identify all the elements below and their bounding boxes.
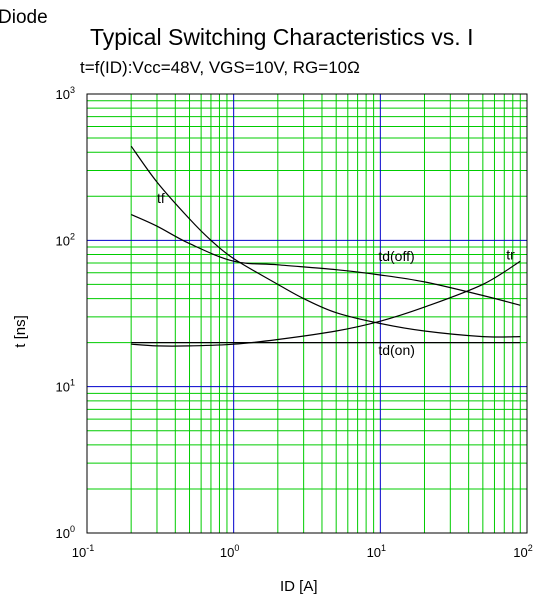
y-tick-label: 102 [56, 231, 75, 248]
plot-frame [86, 93, 528, 534]
series-line-tf [130, 145, 521, 338]
y-tick-label: 101 [56, 378, 75, 395]
major-grid [87, 94, 527, 533]
series-line-tdoff [130, 214, 521, 306]
x-tick-label: 10-1 [72, 543, 94, 560]
series-line-tr [131, 260, 521, 347]
series-label-tdoff: td(off) [378, 248, 414, 264]
series-labels: tf td(off) tr td(on) [157, 190, 515, 358]
x-tick-label: 101 [367, 543, 386, 560]
minor-grid [87, 94, 527, 533]
chart-title: Typical Switching Characteristics vs. I [90, 24, 474, 50]
x-axis-label: ID [A] [280, 578, 318, 595]
series-label-tf: tf [157, 190, 165, 206]
curves [130, 145, 521, 347]
chart-subtitle: t=f(ID):Vcc=48V, VGS=10V, RG=10Ω [80, 58, 360, 77]
series-label-tr: tr [506, 246, 515, 262]
y-tick-label: 103 [56, 85, 75, 102]
tick-labels: 10-1 100 101 102 100 101 102 103 [56, 85, 533, 560]
title-fragment: Diode [0, 7, 48, 28]
y-tick-label: 100 [56, 524, 75, 541]
x-tick-label: 100 [220, 543, 239, 560]
series-label-tdon: td(on) [378, 342, 415, 358]
x-tick-label: 102 [513, 543, 532, 560]
